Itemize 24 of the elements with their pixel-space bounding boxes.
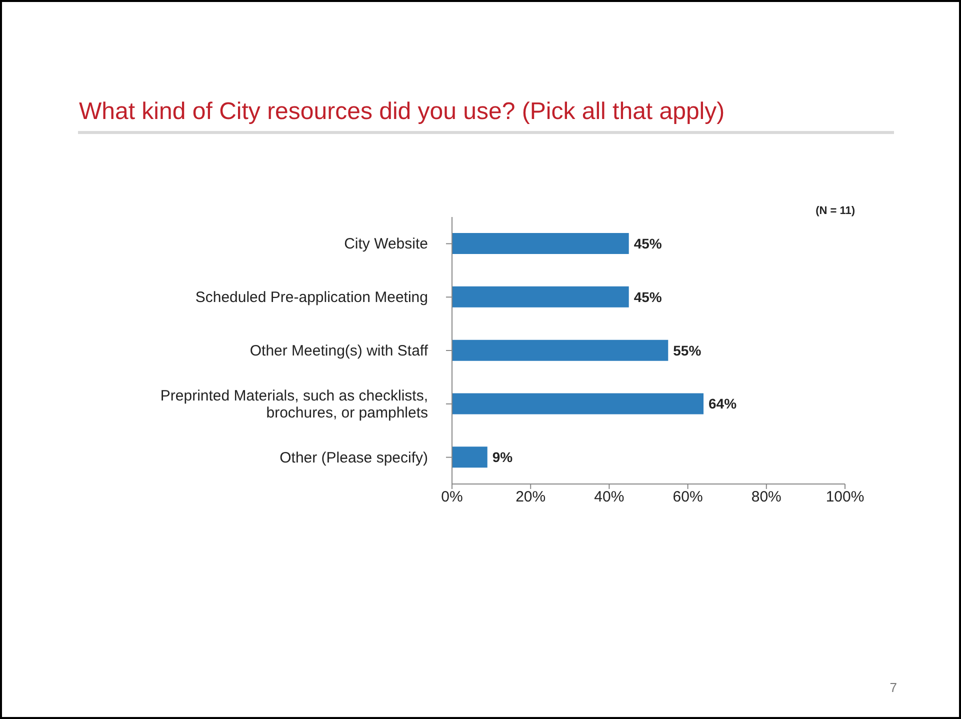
y-tick-label: Other Meeting(s) with Staff xyxy=(250,342,429,359)
bar xyxy=(452,340,668,361)
data-label: 64% xyxy=(708,396,738,412)
text: 7 xyxy=(890,680,897,695)
x-tick-label: 0% xyxy=(441,488,463,506)
y-tick-label: Other (Please specify) xyxy=(280,448,428,466)
x-tick-label: 80% xyxy=(751,488,782,506)
chart-title: What kind of City resources did you use? (Pick all that apply) xyxy=(79,98,725,126)
x-tick-label: 100% xyxy=(826,488,864,506)
bar xyxy=(452,446,488,468)
bar xyxy=(452,393,704,414)
data-label: 45% xyxy=(634,235,662,252)
x-tick-label: 60% xyxy=(672,488,703,506)
bar xyxy=(452,286,629,308)
y-tick-label: City Website xyxy=(344,235,428,252)
data-label: 45% xyxy=(634,288,662,305)
y-tick-label: Preprinted Materials, such as checklists, brochures, or pamphlets xyxy=(160,386,428,421)
bar xyxy=(452,233,629,254)
x-tick-label: 40% xyxy=(594,488,624,506)
annotation: (N = 11) xyxy=(816,205,855,217)
data-label: 55% xyxy=(673,342,702,358)
data-label: 9% xyxy=(492,449,514,466)
x-tick-label: 20% xyxy=(516,488,546,506)
y-tick-label: Scheduled Pre-application Meeting xyxy=(195,288,428,306)
